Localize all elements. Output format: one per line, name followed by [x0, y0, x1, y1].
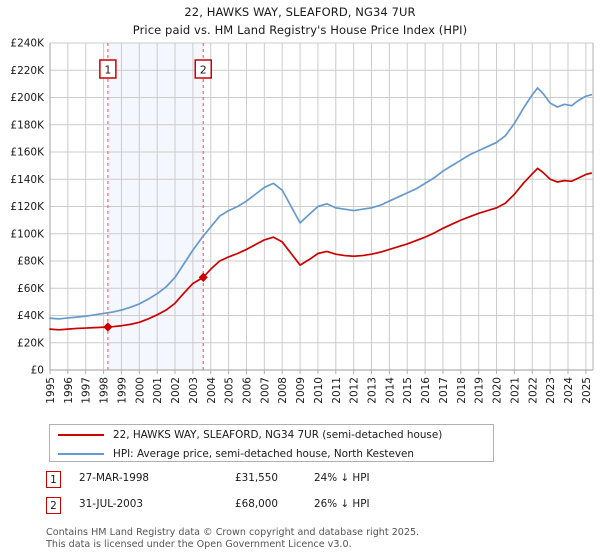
x-axis-tick-label: 1998: [99, 377, 111, 404]
y-axis-tick-label: £160K: [10, 147, 45, 159]
x-axis-tick-label: 2001: [152, 377, 164, 404]
x-axis-tick-label: 2004: [206, 377, 218, 404]
y-axis-tick-label: £80K: [17, 256, 45, 268]
sale-price-2: £68,000: [235, 498, 278, 510]
y-axis-tick-label: £120K: [10, 201, 45, 213]
sale-marker-flag: [99, 59, 117, 79]
sale-hpi-delta-2: 26% ↓ HPI: [314, 498, 370, 510]
x-axis-tick-label: 2020: [492, 377, 504, 404]
x-axis-tick-label: 2015: [402, 377, 414, 404]
x-axis-tick-label: 2000: [134, 377, 146, 404]
page-title: 22, HAWKS WAY, SLEAFORD, NG34 7UR: [184, 5, 416, 19]
sale-price-1: £31,550: [235, 472, 278, 484]
x-axis-tick-label: 1996: [63, 377, 75, 404]
x-axis-tick-label: 2016: [420, 377, 432, 404]
x-axis-tick-label: 2007: [259, 377, 271, 404]
x-axis-tick-label: 2024: [563, 377, 575, 404]
y-axis-tick-label: £240K: [10, 38, 45, 50]
sale-index-badge-1: 1: [46, 471, 61, 488]
y-axis-tick-label: £60K: [17, 283, 45, 295]
x-axis-tick-label: 2022: [527, 377, 539, 404]
legend-label-price-paid: 22, HAWKS WAY, SLEAFORD, NG34 7UR (semi-…: [113, 428, 443, 441]
x-axis-tick-label: 2017: [438, 377, 450, 404]
x-axis-tick-label: 1997: [81, 377, 93, 404]
x-axis-tick-label: 2012: [349, 377, 361, 404]
price-paid-series-line: [49, 167, 593, 331]
page-subtitle: Price paid vs. HM Land Registry's House …: [132, 23, 468, 37]
table-row[interactable]: 1 27-MAR-1998 £31,550 24% ↓ HPI: [46, 470, 566, 496]
sale-marker-flag: [194, 59, 213, 79]
sale-marker-diamond: [198, 272, 208, 282]
sales-table: 1 27-MAR-1998 £31,550 24% ↓ HPI 2 31-JUL…: [46, 470, 566, 522]
y-axis-tick-label: £0: [31, 365, 44, 377]
sale-marker-flag-label: 1: [104, 64, 111, 77]
x-axis-tick-label: 2025: [581, 377, 593, 404]
legend-item-hpi: HPI: Average price, semi-detached house,…: [50, 444, 493, 463]
legend-label-hpi: HPI: Average price, semi-detached house,…: [113, 447, 414, 460]
y-axis-tick-label: £40K: [17, 310, 45, 322]
x-axis-tick-label: 2003: [188, 377, 200, 404]
x-axis-tick-label: 2019: [474, 377, 486, 404]
x-axis-tick-label: 2023: [545, 377, 557, 404]
x-axis-tick-label: 2005: [224, 377, 236, 404]
x-axis-tick-label: 2011: [331, 377, 343, 404]
sale-hpi-delta-1: 24% ↓ HPI: [314, 472, 370, 484]
sale-marker-diamond: [103, 322, 113, 332]
x-axis-tick-label: 1995: [45, 377, 57, 404]
x-axis-tick-label: 2006: [241, 377, 253, 404]
x-axis-tick-label: 2008: [277, 377, 289, 404]
chart-legend: 22, HAWKS WAY, SLEAFORD, NG34 7UR (semi-…: [49, 424, 494, 462]
legend-swatch-hpi: [58, 452, 104, 455]
x-axis-tick-label: 1999: [116, 377, 128, 404]
x-axis-tick-label: 2021: [509, 377, 521, 404]
x-axis-tick-label: 2002: [170, 377, 182, 404]
x-axis-tick-label: 2014: [384, 377, 396, 404]
y-axis-tick-label: £200K: [10, 92, 45, 104]
y-axis-tick-label: £180K: [10, 119, 45, 131]
x-axis-tick-label: 2018: [456, 377, 468, 404]
sale-date-2: 31-JUL-2003: [79, 498, 144, 510]
footer-line-2: This data is licensed under the Open Gov…: [46, 538, 352, 550]
legend-item-price-paid: 22, HAWKS WAY, SLEAFORD, NG34 7UR (semi-…: [50, 425, 493, 444]
y-axis-tick-label: £20K: [17, 337, 45, 349]
y-axis-tick-label: £100K: [10, 228, 45, 240]
x-axis-tick-label: 2013: [367, 377, 379, 404]
sale-index-badge-2: 2: [46, 497, 61, 514]
x-axis-tick-label: 2009: [295, 377, 307, 404]
chart-title-block: 22, HAWKS WAY, SLEAFORD, NG34 7UR Price …: [0, 0, 600, 37]
table-row[interactable]: 2 31-JUL-2003 £68,000 26% ↓ HPI: [46, 496, 566, 522]
footer-line-1: Contains HM Land Registry data © Crown c…: [46, 527, 420, 538]
y-axis-tick-label: £220K: [10, 65, 45, 77]
sale-date-1: 27-MAR-1998: [79, 472, 150, 484]
sale-marker-flag-label: 2: [200, 64, 207, 77]
footer-attribution: Contains HM Land Registry data © Crown c…: [46, 527, 586, 550]
price-chart-plot: £0 £20K £40K £60K £80K £100K £120K £140K £160K £1…: [10, 38, 594, 404]
hpi-series-line: [49, 87, 593, 320]
legend-swatch-price-paid: [58, 433, 104, 436]
y-axis-tick-label: £140K: [10, 174, 45, 186]
x-axis-tick-label: 2010: [313, 377, 325, 404]
